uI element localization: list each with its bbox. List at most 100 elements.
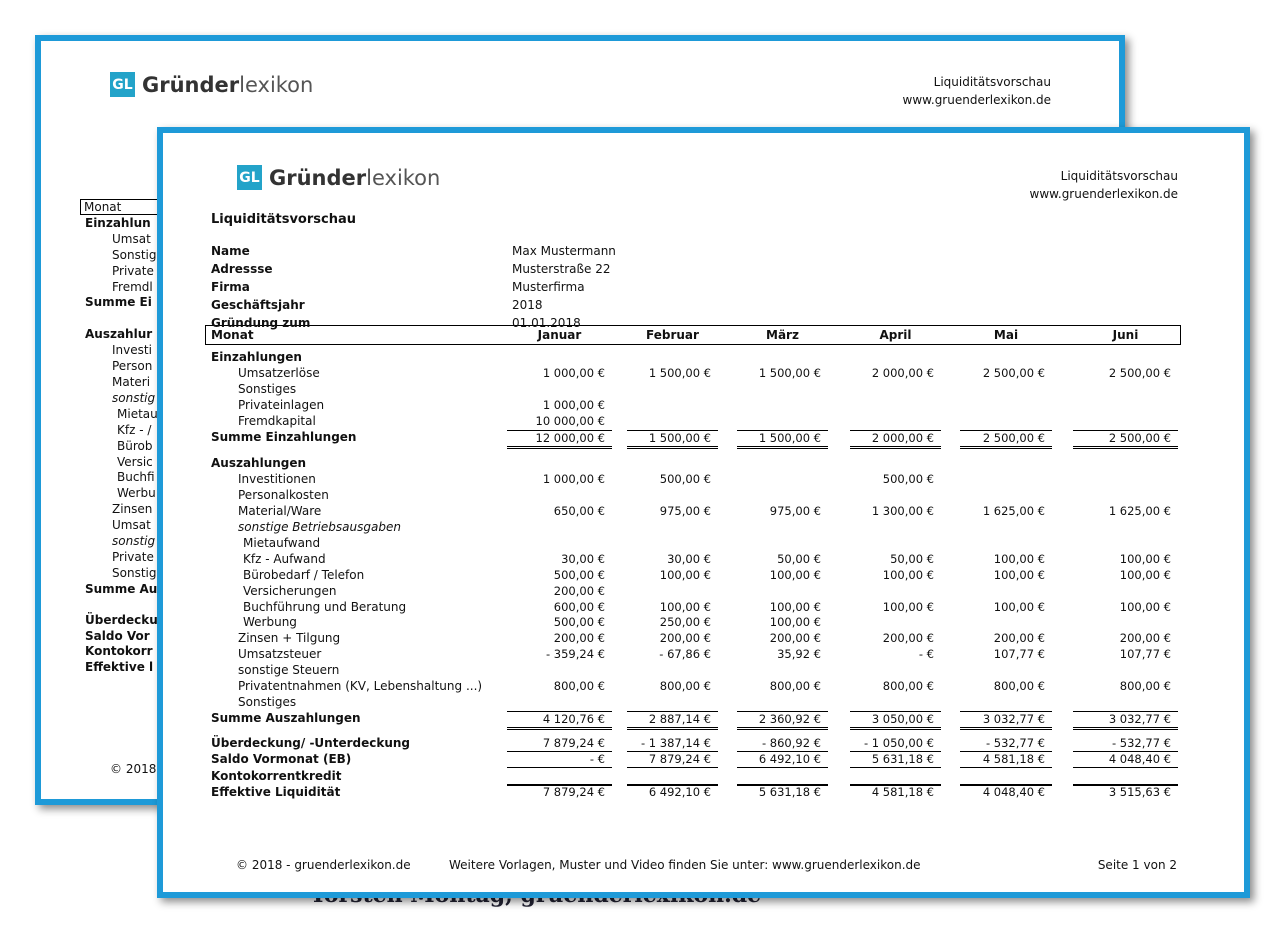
value-cell: 250,00 € (659, 615, 711, 630)
row-label: Mietau (117, 406, 158, 421)
row-label: Zinsen + Tilgung (238, 631, 341, 646)
front-page: GL Gründer lexikon Liquiditätsvorschau ww… (157, 127, 1250, 898)
row-label: Mietaufwand (243, 535, 321, 550)
header-box (205, 325, 1181, 345)
value-cell: 12 000,00 € (507, 429, 612, 449)
cell-rule (1073, 769, 1178, 786)
value-cell: 800,00 € (553, 679, 605, 693)
row-label: Sonstiges (238, 381, 297, 396)
footer-copyright: © 2018 - gruenderlexikon.de (236, 858, 411, 872)
value-cell: 200,00 € (553, 631, 605, 646)
value-cell: 500,00 € (553, 567, 605, 582)
value-cell: 7 879,24 € (542, 785, 605, 800)
value-cell: 2 500,00 € (1108, 365, 1171, 380)
value-cell: 975,00 € (769, 504, 821, 519)
row-label: Kontokorr (85, 644, 153, 659)
row-label: Umsatzsteuer (238, 647, 322, 662)
value-cell: 100,00 € (882, 567, 934, 582)
value-cell: 4 581,18 € (871, 785, 934, 800)
row-label: Person (112, 359, 153, 374)
value-cell: 200,00 € (1119, 631, 1171, 646)
value-cell: 100,00 € (882, 599, 934, 614)
value-cell: 1 625,00 € (982, 504, 1045, 519)
value-cell: 600,00 € (553, 599, 605, 614)
value-cell: 7 879,24 € (507, 736, 612, 752)
header: Liquiditätsvorschau www.gruenderlexikon.… (903, 73, 1051, 109)
row-label: Umsatzerlöse (238, 365, 320, 380)
value-cell: 5 631,18 € (758, 785, 821, 800)
value-cell: 3 032,77 € (960, 710, 1052, 730)
column-header: Juni (1112, 328, 1139, 342)
row-label: Einzahlungen (211, 350, 302, 364)
info-value: Max Mustermann (512, 244, 616, 258)
value-cell: 975,00 € (659, 504, 711, 519)
row-label: Buchführung und Beratung (243, 599, 407, 614)
row-label: Privatentnahmen (KV, Lebenshaltung ...) (238, 679, 483, 693)
info-value: 01.01.2018 (512, 316, 581, 330)
row-label: Umsat (112, 518, 151, 533)
value-cell: 100,00 € (659, 567, 711, 582)
row-label: Summe Ei (85, 295, 152, 310)
value-cell: 4 120,76 € (507, 710, 612, 730)
value-cell: - 1 387,14 € (627, 736, 718, 752)
value-cell: - 860,92 € (737, 736, 828, 752)
logo-text: Gründer (269, 165, 367, 190)
row-label: sonstig (112, 534, 156, 548)
column-header: April (879, 328, 912, 342)
cell-rule (627, 769, 718, 786)
info-value: Musterfirma (512, 280, 585, 294)
row-label: sonstig (112, 390, 156, 405)
info-label: Gründung zum (211, 316, 311, 330)
row-label: Sonstiges (238, 694, 297, 709)
info-value: 2018 (512, 298, 543, 312)
value-cell: 1 000,00 € (542, 472, 605, 487)
value-cell: 800,00 € (659, 679, 711, 693)
row-label: Personalkosten (238, 488, 329, 503)
value-cell: 2 887,14 € (627, 710, 718, 730)
logo-text: Gründer (142, 72, 240, 97)
footer: © 2018 (110, 762, 157, 776)
value-cell: 10 000,00 € (535, 413, 606, 428)
row-label: Kfz - Aufwand (243, 551, 326, 566)
column-header: Mai (993, 328, 1019, 342)
info-value: Musterstraße 22 (512, 262, 611, 276)
cell-rule (737, 769, 828, 786)
logo-text: lexikon (239, 72, 314, 97)
value-cell: 1 300,00 € (871, 504, 934, 519)
value-cell: 200,00 € (882, 631, 934, 646)
value-cell: 100,00 € (769, 599, 821, 614)
row-label: Materi (112, 375, 151, 389)
value-cell: 1 000,00 € (542, 397, 605, 412)
value-cell: 800,00 € (1119, 679, 1171, 693)
info-label: Geschäftsjahr (211, 298, 305, 312)
info-label: Firma (211, 280, 250, 294)
value-cell: 3 050,00 € (850, 710, 941, 730)
info-label: Name (211, 244, 250, 258)
value-cell: 2 000,00 € (871, 365, 934, 380)
row-label: Auszahlungen (211, 456, 307, 471)
value-cell: 4 581,18 € (960, 752, 1052, 769)
cell-rule (960, 769, 1052, 786)
row-label: Kfz - / (117, 422, 152, 437)
column-header: Januar (537, 328, 582, 342)
value-cell: 100,00 € (1119, 551, 1171, 566)
value-cell: 100,00 € (993, 599, 1045, 614)
row-label: Summe Au (85, 581, 158, 596)
value-cell: - 359,24 € (545, 647, 605, 662)
row-label: Bürobedarf / Telefon (243, 567, 365, 582)
value-cell: - 1 050,00 € (850, 736, 941, 752)
value-cell: 100,00 € (769, 567, 821, 582)
value-cell: 1 500,00 € (648, 365, 711, 380)
value-cell: - € (507, 752, 612, 769)
header-title: Liquiditätsvorschau (1060, 169, 1178, 183)
value-cell: 1 500,00 € (627, 429, 718, 449)
column-header: Februar (646, 328, 699, 342)
value-cell: 2 500,00 € (1073, 429, 1178, 449)
header: Liquiditätsvorschau www.gruenderlexikon.… (1030, 167, 1178, 203)
value-cell: 200,00 € (553, 583, 605, 598)
row-label: sonstige Betriebsausgaben (238, 520, 401, 534)
logo-icon: GL (110, 72, 135, 97)
logo: GL Gründer lexikon (110, 72, 313, 97)
value-cell: - € (918, 647, 934, 662)
row-label: Saldo Vor (85, 628, 150, 643)
